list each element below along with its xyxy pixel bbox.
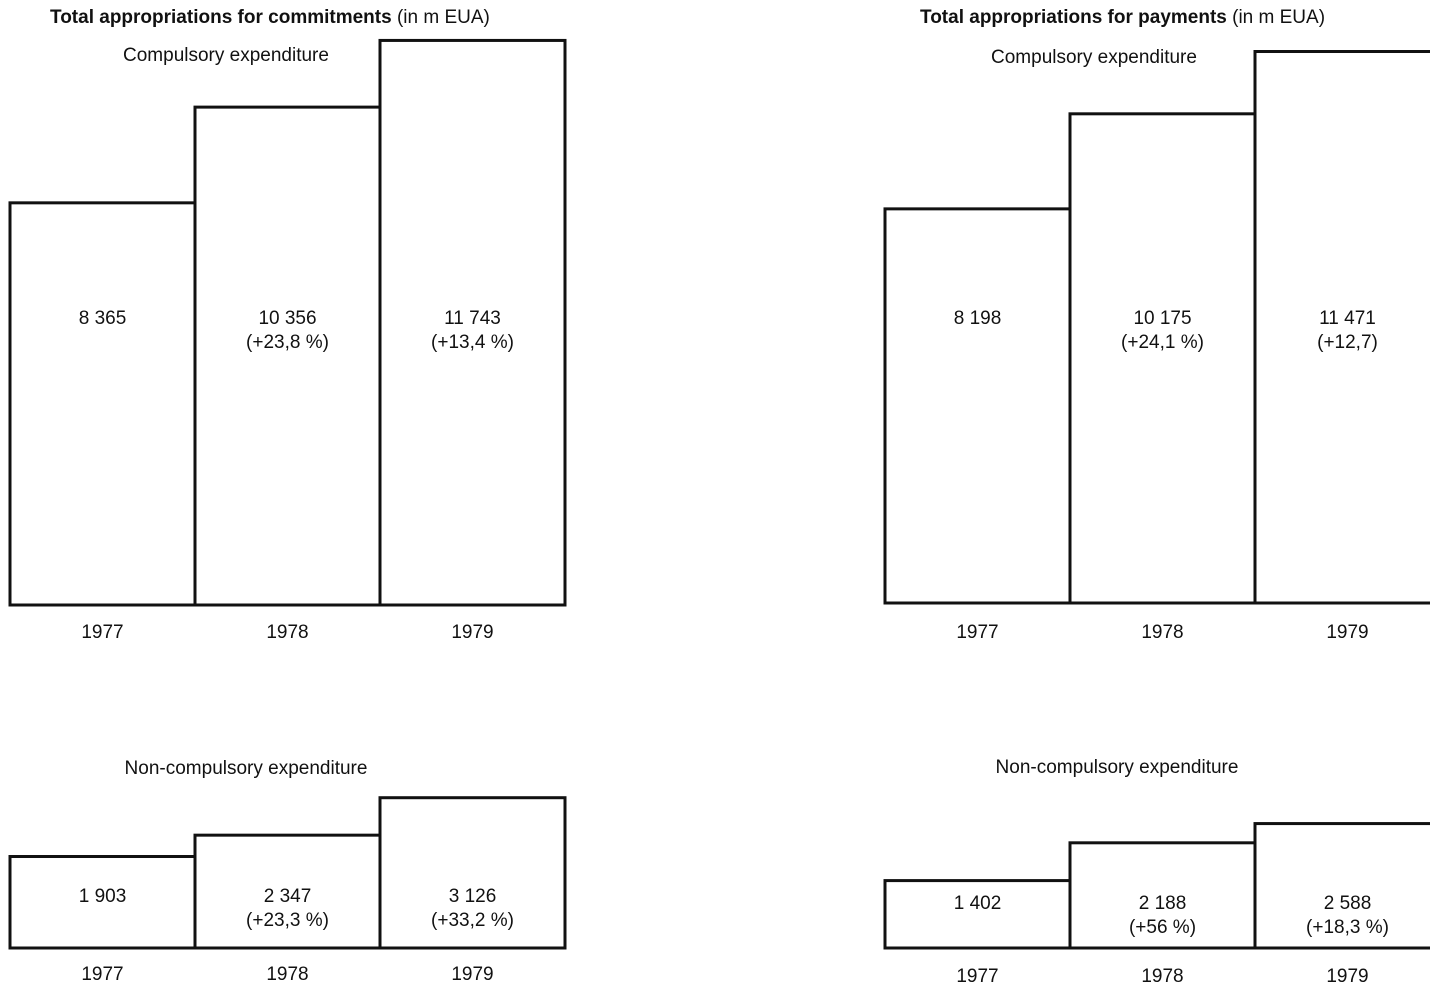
title-unit: (in m EUA) xyxy=(392,7,490,28)
x-tick-label: 1978 xyxy=(266,622,308,643)
x-tick-label: 1979 xyxy=(451,622,493,643)
value-label: 10 175 xyxy=(1133,308,1191,329)
change-label: (+13,4 %) xyxy=(431,332,514,353)
value-label: 2 347 xyxy=(264,886,312,907)
value-label: 11 743 xyxy=(444,308,501,329)
bar xyxy=(8,201,197,607)
x-tick-label: 1977 xyxy=(81,964,123,985)
change-label: (+33,2 %) xyxy=(431,910,514,931)
bar xyxy=(193,833,382,950)
bar xyxy=(1253,822,1430,950)
bar xyxy=(883,879,1072,950)
value-label: 1 402 xyxy=(954,893,1002,914)
x-tick-label: 1977 xyxy=(956,966,998,987)
bar xyxy=(193,105,382,607)
x-tick-label: 1978 xyxy=(266,964,308,985)
x-tick-label: 1979 xyxy=(1326,966,1368,987)
subtitle: Compulsory expenditure xyxy=(991,47,1197,68)
bar xyxy=(883,207,1072,605)
value-label: 1 903 xyxy=(79,886,127,907)
value-label: 3 126 xyxy=(449,886,497,907)
subtitle: Non-compulsory expenditure xyxy=(125,758,368,779)
chart-title: Total appropriations for commitments (in… xyxy=(50,7,490,28)
x-tick-label: 1979 xyxy=(1326,622,1368,643)
x-tick-label: 1978 xyxy=(1141,966,1183,987)
subtitle: Non-compulsory expenditure xyxy=(996,757,1239,778)
change-label: (+23,8 %) xyxy=(246,332,329,353)
title-unit: (in m EUA) xyxy=(1227,7,1325,28)
bar xyxy=(8,855,197,950)
change-label: (+24,1 %) xyxy=(1121,332,1204,353)
value-label: 8 198 xyxy=(954,308,1002,329)
change-label: (+56 %) xyxy=(1129,917,1196,938)
change-label: (+12,7) xyxy=(1317,332,1378,353)
x-tick-label: 1978 xyxy=(1141,622,1183,643)
value-label: 2 188 xyxy=(1139,893,1187,914)
title-main: Total appropriations for payments xyxy=(920,7,1227,28)
bar xyxy=(1253,50,1430,605)
value-label: 2 588 xyxy=(1324,893,1372,914)
value-label: 10 356 xyxy=(258,308,316,329)
x-tick-label: 1979 xyxy=(451,964,493,985)
bar xyxy=(378,38,567,607)
x-tick-label: 1977 xyxy=(956,622,998,643)
change-label: (+18,3 %) xyxy=(1306,917,1389,938)
bar xyxy=(1068,112,1257,605)
title-main: Total appropriations for commitments xyxy=(50,7,392,28)
x-tick-label: 1977 xyxy=(81,622,123,643)
bar xyxy=(378,796,567,950)
chart-title: Total appropriations for payments (in m … xyxy=(920,7,1325,28)
subtitle: Compulsory expenditure xyxy=(123,45,329,66)
value-label: 8 365 xyxy=(79,308,127,329)
value-label: 11 471 xyxy=(1319,308,1376,329)
change-label: (+23,3 %) xyxy=(246,910,329,931)
